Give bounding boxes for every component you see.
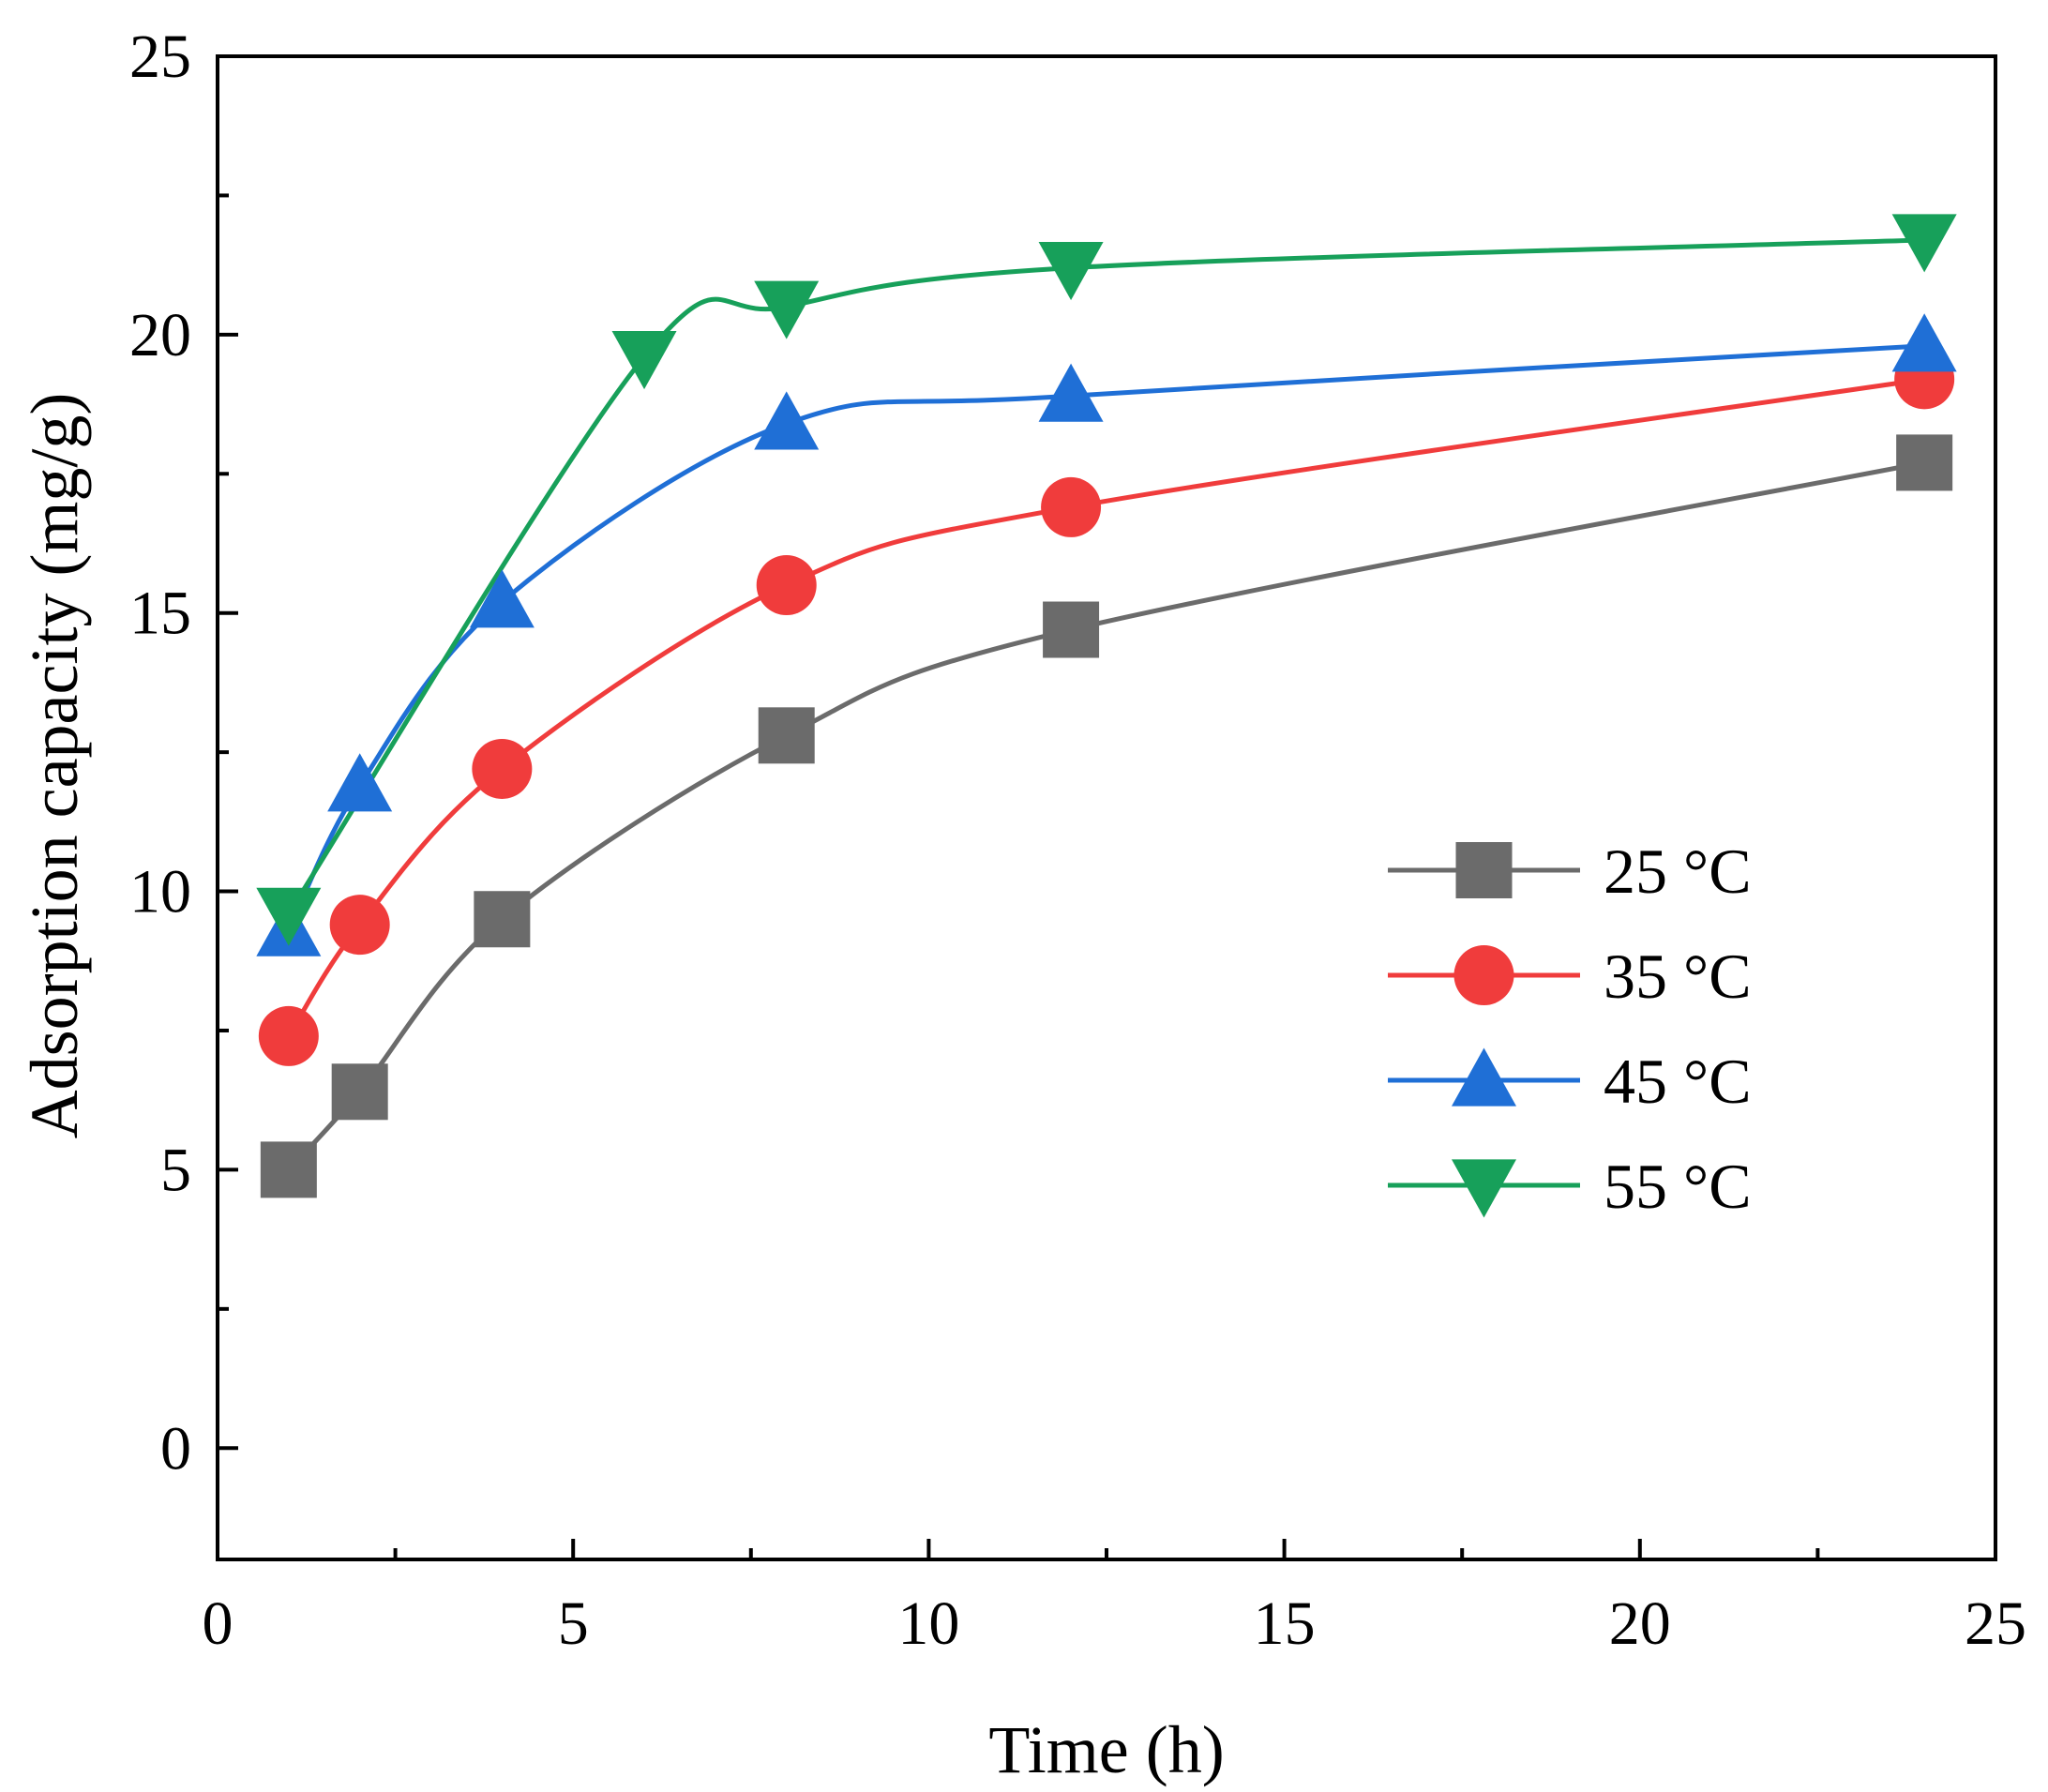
data-point-series-1: [329, 895, 390, 956]
legend-label: 25 °C: [1604, 836, 1752, 907]
data-point-series-0: [331, 1063, 388, 1121]
data-point-series-0: [758, 707, 815, 764]
x-tick-label: 20: [1609, 1589, 1671, 1658]
data-point-series-1: [258, 1005, 319, 1066]
data-point-series-0: [474, 891, 531, 948]
data-point-series-2: [1891, 313, 1957, 372]
data-point-series-0: [1896, 434, 1953, 491]
data-point-series-0: [260, 1141, 317, 1198]
data-point-series-1: [1041, 476, 1102, 537]
y-tick-label: 15: [129, 580, 191, 648]
data-point-series-2: [327, 753, 393, 812]
x-tick-label: 15: [1254, 1589, 1316, 1658]
legend-marker: [1453, 945, 1514, 1005]
legend-marker: [1455, 842, 1513, 898]
series-line-1: [286, 376, 1925, 1038]
data-point-series-3: [754, 280, 820, 339]
data-point-series-2: [754, 391, 820, 450]
data-point-series-3: [1891, 214, 1957, 273]
y-tick-label: 20: [129, 301, 191, 369]
data-point-series-0: [1043, 601, 1100, 658]
x-axis-title: Time (h): [988, 1712, 1224, 1787]
legend-label: 35 °C: [1604, 941, 1752, 1012]
x-tick-label: 0: [203, 1589, 233, 1658]
data-point-series-2: [469, 569, 535, 628]
data-point-series-3: [256, 887, 322, 946]
y-tick-label: 25: [129, 23, 191, 91]
data-point-series-3: [611, 331, 677, 390]
data-point-series-1: [472, 738, 533, 799]
y-tick-label: 5: [160, 1136, 191, 1204]
data-point-series-3: [1038, 242, 1104, 301]
legend-marker: [1452, 1047, 1516, 1107]
series-curves: [286, 237, 1925, 1172]
data-point-series-1: [756, 555, 817, 616]
legend-label: 55 °C: [1604, 1151, 1752, 1222]
axis-tick-labels: 0 5 10 15 20 25 0 5 10 15 20 25: [129, 23, 2026, 1658]
legend-label: 45 °C: [1604, 1046, 1752, 1117]
legend-marker: [1452, 1159, 1516, 1218]
y-axis-title: Adsorption capacity (mg/g): [17, 393, 92, 1139]
x-tick-label: 25: [1965, 1589, 2026, 1658]
data-point-series-2: [1038, 363, 1104, 422]
x-tick-label: 5: [558, 1589, 589, 1658]
x-tick-label: 10: [897, 1589, 959, 1658]
y-tick-label: 0: [160, 1414, 191, 1483]
legend: 25 °C 35 °C 45 °C 55 °C: [1388, 836, 1752, 1222]
series-markers: [256, 214, 1957, 1198]
axis-ticks: [216, 54, 1997, 1559]
plot-frame: [216, 54, 1997, 1561]
y-tick-label: 10: [129, 858, 191, 926]
